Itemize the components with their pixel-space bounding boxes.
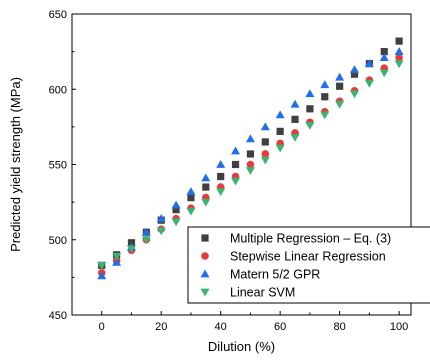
data-point xyxy=(172,206,180,214)
data-point xyxy=(335,72,345,81)
data-point xyxy=(202,183,210,191)
x-tick-label: 20 xyxy=(155,321,167,333)
data-point xyxy=(394,60,404,69)
data-point xyxy=(201,173,211,182)
data-point xyxy=(350,65,359,74)
legend-marker xyxy=(200,288,210,297)
data-point xyxy=(350,90,359,99)
data-point xyxy=(364,59,374,68)
data-point xyxy=(187,194,195,202)
data-point xyxy=(201,198,211,207)
x-axis-title: Dilution (%) xyxy=(208,339,275,354)
legend-marker xyxy=(201,234,209,242)
legend-label: Multiple Regression – Eq. (3) xyxy=(230,232,391,246)
data-point xyxy=(395,53,403,62)
data-point xyxy=(275,144,285,153)
data-point xyxy=(141,227,151,236)
data-point xyxy=(305,121,315,130)
data-point xyxy=(320,80,330,89)
y-axis: 450 500 550 600 650 xyxy=(49,9,76,322)
data-point xyxy=(246,150,255,158)
y-tick-label: 550 xyxy=(49,160,67,172)
data-point xyxy=(290,99,300,108)
data-point xyxy=(126,245,136,254)
data-point xyxy=(320,111,330,120)
data-point xyxy=(291,115,299,123)
data-point xyxy=(112,257,122,266)
data-point xyxy=(290,134,300,142)
data-point xyxy=(97,261,107,270)
series-3 xyxy=(97,47,404,280)
legend-label: Matern 5/2 GPR xyxy=(230,268,320,282)
legend-label: Stepwise Linear Regression xyxy=(230,250,386,264)
data-point xyxy=(231,146,241,155)
legend-label: Linear SVM xyxy=(230,286,295,300)
data-point xyxy=(260,156,270,165)
data-point xyxy=(217,172,225,181)
data-point xyxy=(231,177,241,186)
data-point xyxy=(112,252,122,261)
y-tick-label: 650 xyxy=(49,9,67,21)
x-tick-label: 60 xyxy=(274,321,286,333)
data-point xyxy=(246,160,255,169)
x-tick-label: 40 xyxy=(215,321,227,333)
legend-item: Linear SVM xyxy=(200,286,295,300)
x-axis: 0 20 40 60 80 100 xyxy=(71,311,408,333)
data-point xyxy=(260,122,270,131)
x-tick-label: 100 xyxy=(390,321,408,333)
data-point xyxy=(231,160,240,169)
data-point xyxy=(171,200,181,209)
data-point xyxy=(350,70,359,78)
x-tick-label: 80 xyxy=(334,321,346,333)
legend-marker xyxy=(201,252,209,260)
data-point xyxy=(245,167,255,176)
legend-item: Stepwise Linear Regression xyxy=(201,250,386,264)
data-point xyxy=(395,37,403,45)
data-point xyxy=(186,187,196,195)
data-point xyxy=(379,53,389,62)
y-tick-label: 600 xyxy=(49,84,67,96)
legend: Multiple Regression – Eq. (3) Stepwise Li… xyxy=(187,226,430,304)
data-point xyxy=(245,134,255,143)
data-point xyxy=(261,138,269,146)
data-point xyxy=(171,218,181,227)
data-point xyxy=(156,227,166,236)
series-4 xyxy=(97,60,404,270)
y-tick-label: 450 xyxy=(49,310,67,322)
data-point xyxy=(275,110,285,119)
legend-box xyxy=(187,226,430,304)
y-axis-title: Predicted yield strength (MPa) xyxy=(8,77,23,252)
data-point xyxy=(276,127,284,135)
data-point xyxy=(156,214,166,223)
data-point xyxy=(379,69,389,78)
data-point xyxy=(336,82,344,90)
legend-item: Multiple Regression – Eq. (3) xyxy=(201,232,391,246)
data-point xyxy=(335,100,345,109)
legend-marker xyxy=(200,269,210,278)
legend-item: Matern 5/2 GPR xyxy=(200,268,320,282)
data-point xyxy=(186,207,196,216)
y-tick-label: 500 xyxy=(49,235,67,247)
x-tick-label: 0 xyxy=(99,321,105,333)
data-point xyxy=(216,188,226,197)
data-point xyxy=(305,89,315,98)
data-point xyxy=(394,47,404,55)
data-point xyxy=(141,236,151,245)
data-point xyxy=(216,160,226,168)
data-point xyxy=(306,105,314,113)
data-point xyxy=(364,79,374,88)
data-point xyxy=(321,93,329,101)
data-point xyxy=(97,271,107,280)
data-point xyxy=(127,239,136,247)
data-point xyxy=(261,150,270,158)
series-layer xyxy=(97,37,404,280)
data-point xyxy=(380,48,388,56)
